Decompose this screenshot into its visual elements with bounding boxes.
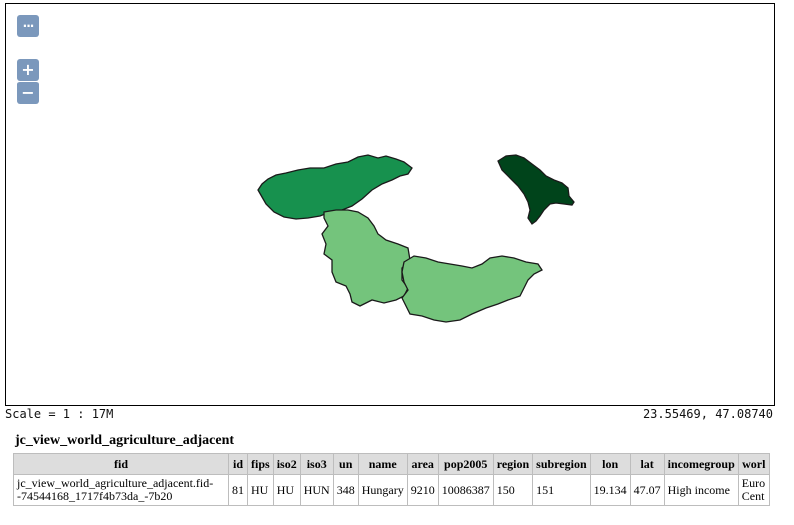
column-header-iso2: iso2 (272, 453, 301, 475)
cell-area: 9210 (406, 474, 439, 506)
column-header-name: name (357, 453, 408, 475)
column-header-incomegroup: incomegroup (663, 453, 739, 475)
column-header-lon: lon (589, 453, 631, 475)
scale-readout: Scale = 1 : 17M (5, 407, 114, 421)
more-options-button[interactable]: ··· (17, 15, 39, 37)
cell-incomegroup: High income (663, 474, 739, 506)
cell-lon: 19.134 (589, 474, 631, 506)
column-header-fips: fips (247, 453, 274, 475)
feature-attribute-table: fid id fips iso2 iso3 un name area pop20… (13, 453, 770, 506)
map-status-bar: Scale = 1 : 17M 23.55469, 47.08740 (5, 406, 773, 422)
cell-iso2: HU (272, 474, 301, 506)
cell-name: Hungary (357, 474, 408, 506)
country-hungary[interactable] (321, 209, 411, 307)
column-header-region: region (492, 453, 534, 475)
map-viewport[interactable]: ··· + − (5, 3, 775, 406)
zoom-out-button[interactable]: − (17, 81, 39, 104)
zoom-in-button[interactable]: + (17, 59, 39, 81)
feature-info-table-container[interactable]: fid id fips iso2 iso3 un name area pop20… (13, 453, 774, 513)
cell-id: 81 (228, 474, 248, 506)
country-moldova[interactable] (497, 154, 575, 225)
map-canvas[interactable] (6, 4, 774, 405)
cell-un: 348 (332, 474, 359, 506)
table-row: jc_view_world_agriculture_adjacent.fid--… (13, 474, 770, 506)
cell-fid: jc_view_world_agriculture_adjacent.fid--… (13, 474, 229, 506)
column-header-un: un (332, 453, 359, 475)
coordinate-readout: 23.55469, 47.08740 (642, 407, 773, 421)
column-header-pop2005: pop2005 (437, 453, 494, 475)
country-romania[interactable] (401, 255, 543, 323)
column-header-area: area (406, 453, 439, 475)
column-header-worl: worl (737, 453, 770, 475)
cell-fips: HU (247, 474, 274, 506)
cell-region: 150 (492, 474, 534, 506)
column-header-fid: fid (13, 453, 229, 475)
cell-iso3: HUN (299, 474, 334, 506)
country-slovakia[interactable] (257, 154, 413, 220)
layer-title: jc_view_world_agriculture_adjacent (15, 433, 235, 448)
cell-worl: Euro Cent (737, 474, 770, 506)
table-header-row: fid id fips iso2 iso3 un name area pop20… (13, 453, 770, 475)
column-header-id: id (228, 453, 248, 475)
cell-subregion: 151 (532, 474, 591, 506)
cell-lat: 47.07 (629, 474, 665, 506)
column-header-iso3: iso3 (299, 453, 334, 475)
cell-pop2005: 10086387 (437, 474, 494, 506)
column-header-lat: lat (629, 453, 665, 475)
column-header-subregion: subregion (532, 453, 591, 475)
